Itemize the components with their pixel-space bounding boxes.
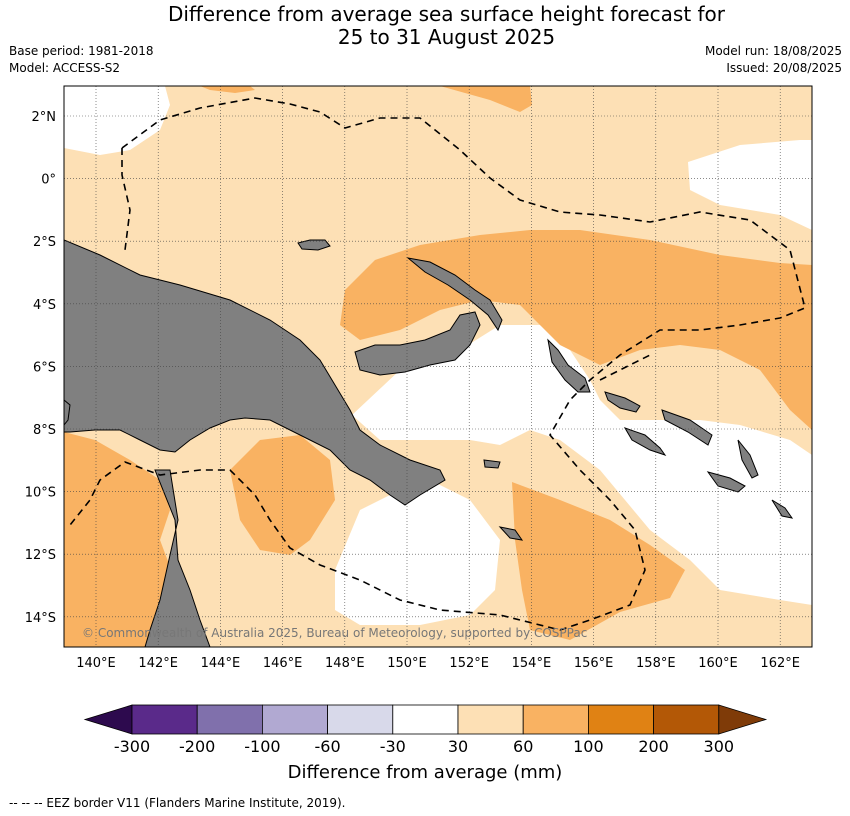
land-solomon-islands xyxy=(604,391,641,413)
latitude-label: 10°S xyxy=(25,486,56,501)
land-solomon-islands xyxy=(737,439,759,479)
sst-band-60-100 xyxy=(200,86,255,93)
colorbar-extend-low xyxy=(83,704,133,735)
near-average-area xyxy=(64,86,170,155)
colorbar-tick-label: 300 xyxy=(704,737,735,756)
colorbar-segment xyxy=(457,704,524,735)
latitude-label: 2°N xyxy=(32,110,57,125)
longitude-label: 140°E xyxy=(76,656,116,671)
land-islet xyxy=(483,459,501,469)
model-name: Model: ACCESS-S2 xyxy=(9,61,121,75)
model-run: Model run: 18/08/2025 xyxy=(704,44,842,58)
longitude-label: 154°E xyxy=(512,656,552,671)
colorbar-segment xyxy=(653,704,720,735)
chart-title: Difference from average sea surface heig… xyxy=(0,3,850,49)
eez-borders xyxy=(69,97,806,631)
colorbar-tick-label: 100 xyxy=(573,737,604,756)
latitude-label: 2°S xyxy=(33,235,56,250)
map-area: © Commonwealth of Australia 2025, Bureau… xyxy=(64,86,812,647)
sst-band-60-100 xyxy=(512,482,685,640)
land-new-ireland xyxy=(406,257,503,332)
land-solomon-islands xyxy=(706,471,746,493)
longitude-label: 158°E xyxy=(636,656,676,671)
meta-right: Model run: 18/08/2025 Issued: 20/08/2025 xyxy=(705,43,842,77)
land-islet xyxy=(498,526,524,541)
map-frame xyxy=(63,85,813,648)
latitude-label: 12°S xyxy=(25,548,56,563)
land-bougainville xyxy=(547,338,591,393)
latitude-label: 14°S xyxy=(25,611,56,626)
colorbar-segment xyxy=(522,704,589,735)
longitude-label: 160°E xyxy=(698,656,738,671)
land-new-britain xyxy=(354,311,481,376)
gridlines xyxy=(64,86,812,647)
colorbar-tick-label: -60 xyxy=(315,737,341,756)
land-solomon-islands xyxy=(661,409,713,446)
colorbar-segment xyxy=(588,704,655,735)
latitude-label: 6°S xyxy=(33,360,56,375)
latitude-label: 8°S xyxy=(33,423,56,438)
longitude-label: 152°E xyxy=(449,656,489,671)
longitude-label: 156°E xyxy=(574,656,614,671)
longitude-label: 150°E xyxy=(387,656,427,671)
colorbar-title: Difference from average (mm) xyxy=(288,762,563,783)
eez-legend-note: -- -- -- EEZ border V11 (Flanders Marine… xyxy=(9,796,346,810)
colorbar-segment xyxy=(261,704,328,735)
longitude-label: 144°E xyxy=(201,656,241,671)
longitude-labels: 140°E 142°E 144°E 146°E 148°E 150°E 152°E 154°E… xyxy=(76,656,800,671)
land-solomon-islands xyxy=(771,499,794,519)
near-average-area xyxy=(352,325,812,605)
longitude-label: 142°E xyxy=(138,656,178,671)
colorbar-segment xyxy=(392,704,459,735)
longitude-label: 162°E xyxy=(760,656,800,671)
latitude-label: 0° xyxy=(41,173,56,188)
sst-band-60-100 xyxy=(440,86,532,112)
title-line-2: 25 to 31 August 2025 xyxy=(337,25,556,49)
colorbar-tick-label: -200 xyxy=(179,737,215,756)
copyright-notice: © Commonwealth of Australia 2025, Bureau… xyxy=(82,626,587,640)
title-line-1: Difference from average sea surface heig… xyxy=(167,2,726,26)
colorbar-tick-label: 200 xyxy=(638,737,669,756)
colorbar-segment xyxy=(131,704,198,735)
base-period: Base period: 1981-2018 xyxy=(9,44,154,58)
colorbar: -300 -200 -100 -60 -30 30 60 100 200 300 xyxy=(83,704,768,756)
issued-date: Issued: 20/08/2025 xyxy=(726,61,842,75)
colorbar-tick-label: 60 xyxy=(513,737,533,756)
colorbar-segment xyxy=(327,704,394,735)
longitude-label: 146°E xyxy=(263,656,303,671)
land-manus xyxy=(297,239,331,251)
colorbar-tick-label: -100 xyxy=(244,737,280,756)
colorbar-tick-label: -300 xyxy=(114,737,150,756)
near-average-area xyxy=(688,140,812,230)
colorbar-tick-label: 30 xyxy=(448,737,468,756)
latitude-labels: 2°N 0° 2°S 4°S 6°S 8°S 10°S 12°S 14°S xyxy=(25,110,56,626)
colorbar-tick-label: -30 xyxy=(380,737,406,756)
colorbar-extend-high xyxy=(718,704,768,735)
latitude-label: 4°S xyxy=(33,298,56,313)
colorbar-segment xyxy=(196,704,263,735)
land-solomon-islands xyxy=(623,427,667,456)
longitude-label: 148°E xyxy=(325,656,365,671)
meta-left: Base period: 1981-2018 Model: ACCESS-S2 xyxy=(9,43,154,77)
land-islet xyxy=(64,399,71,426)
land-new-guinea xyxy=(64,239,446,506)
land-cape-york xyxy=(144,469,211,647)
